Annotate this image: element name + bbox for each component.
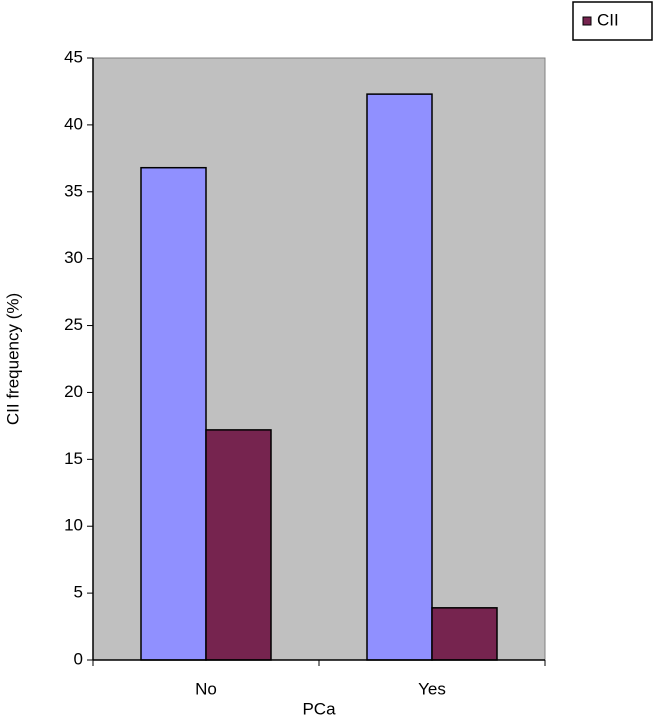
legend-swatch [582,16,592,26]
y-tick-label: 0 [74,649,83,668]
bar [366,93,433,661]
y-tick-label: 20 [64,382,83,401]
y-tick-label: 45 [64,47,83,66]
y-tick-label: 5 [74,583,83,602]
y-tick-label: 10 [64,516,83,535]
bar [140,166,207,661]
legend-label: CII [597,10,619,29]
x-axis-title: PCa [302,699,336,718]
bar [431,607,498,661]
legend-box [572,1,653,41]
y-tick-label: 15 [64,449,83,468]
x-tick-label: No [195,679,217,698]
y-tick-label: 25 [64,315,83,334]
y-axis-title: CII frequency (%) [3,293,22,425]
bar [205,429,272,661]
y-tick-label: 30 [64,248,83,267]
y-tick-label: 35 [64,181,83,200]
y-tick-label: 40 [64,114,83,133]
x-tick-label: Yes [418,679,446,698]
